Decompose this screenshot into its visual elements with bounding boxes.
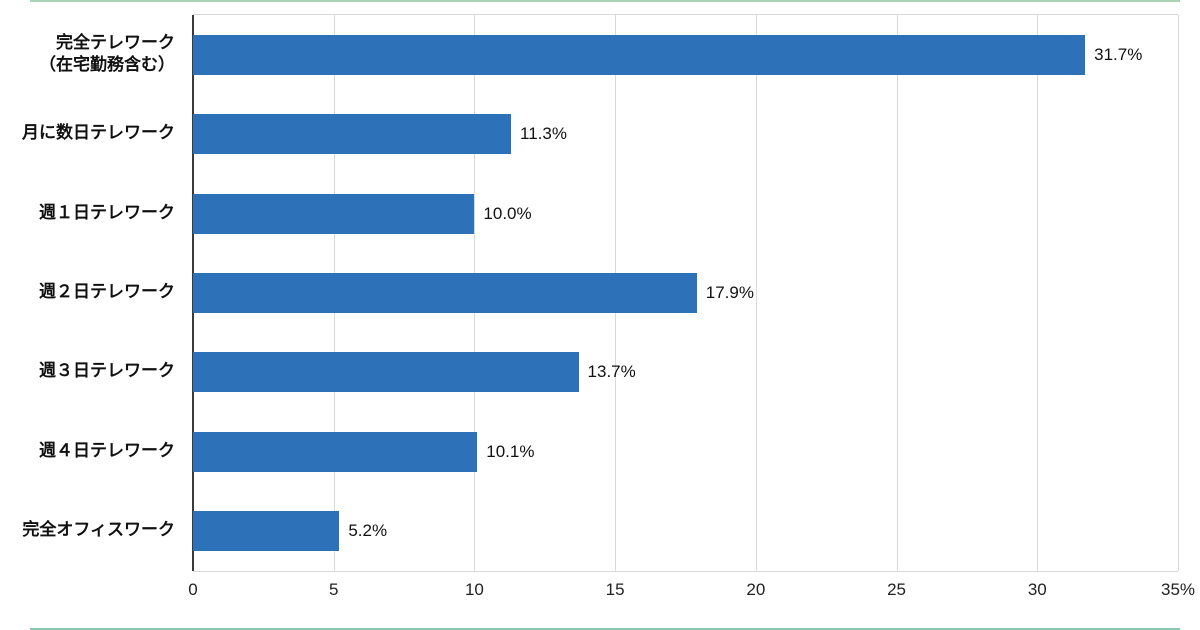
bar-value-label: 5.2% xyxy=(348,521,388,541)
category-labels-column: 完全テレワーク （在宅勤務含む） 月に数日テレワーク週１日テレワーク 週２日テレワー… xyxy=(0,14,184,570)
category-label: 週４日テレワーク xyxy=(39,440,175,460)
bottom-edge-line xyxy=(30,628,1180,630)
bar xyxy=(193,272,697,313)
bar-value-label: 31.7% xyxy=(1094,44,1143,64)
bar xyxy=(193,352,579,393)
bar-row: 17.9% xyxy=(193,253,1178,332)
bar-row: 10.0% xyxy=(193,174,1178,253)
bar-row: 11.3% xyxy=(193,94,1178,173)
x-tick-label: 20 xyxy=(746,580,766,599)
gridline xyxy=(1037,15,1039,571)
category-label: 月に数日テレワーク xyxy=(22,123,175,143)
x-axis: 0 5 10 15 20 25 30 35% xyxy=(188,575,1195,609)
bar-value-label: 17.9% xyxy=(705,282,754,302)
bar xyxy=(193,114,511,155)
bar-row: 31.7% xyxy=(193,15,1178,94)
x-tick-label: 5 xyxy=(328,580,339,599)
gridline xyxy=(755,15,757,571)
bar xyxy=(193,431,478,472)
plot-area: 31.7% 11.3% 10.0% 17.9% 13.7% 10.1% 5.2% xyxy=(192,14,1179,572)
bar xyxy=(193,193,475,234)
bar-value-label: 11.3% xyxy=(520,124,567,144)
category-label: 完全テレワーク （在宅勤務含む） xyxy=(39,32,175,74)
x-tick-label: 35% xyxy=(1160,580,1196,599)
bar-value-label: 10.0% xyxy=(483,203,532,223)
top-edge-line xyxy=(30,0,1180,2)
bar-row: 13.7% xyxy=(193,333,1178,412)
bar xyxy=(193,511,340,552)
x-tick-label: 30 xyxy=(1027,580,1047,599)
category-label: 完全オフィスワーク xyxy=(22,520,175,540)
gridline xyxy=(896,15,898,571)
x-tick-label: 25 xyxy=(887,580,907,599)
bar-row: 5.2% xyxy=(193,492,1178,571)
x-tick-label: 10 xyxy=(464,580,484,599)
bar-row: 10.1% xyxy=(193,412,1178,491)
bar-value-label: 13.7% xyxy=(587,362,636,382)
category-label: 週１日テレワーク xyxy=(39,202,175,222)
bar-value-label: 10.1% xyxy=(486,441,535,461)
category-label: 週２日テレワーク xyxy=(39,281,175,301)
gridline xyxy=(1178,15,1179,571)
x-tick-label: 15 xyxy=(605,580,625,599)
x-tick-label: 0 xyxy=(188,580,198,599)
bar xyxy=(193,34,1086,75)
category-label: 週３日テレワーク xyxy=(39,361,175,381)
